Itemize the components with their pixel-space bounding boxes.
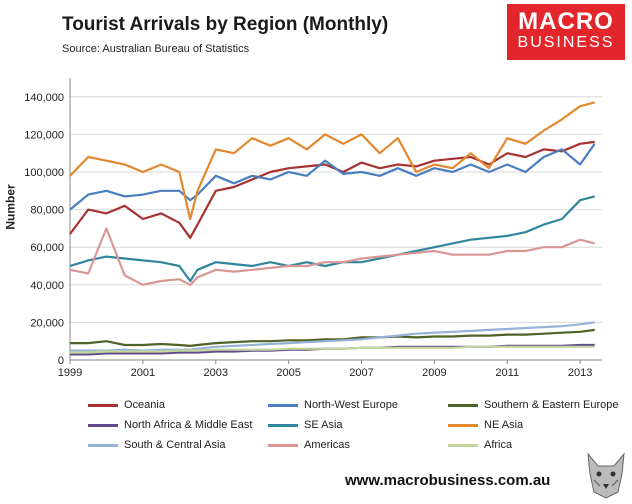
- x-tick-label: 2005: [276, 367, 300, 379]
- y-tick-label: 20,000: [30, 317, 64, 329]
- legend-label: SE Asia: [304, 419, 343, 431]
- legend-label: Americas: [304, 439, 350, 451]
- series-line-southern-eastern-europe: [70, 328, 595, 347]
- legend-swatch: [268, 423, 298, 427]
- legend-swatch: [268, 443, 298, 447]
- legend-swatch: [448, 423, 478, 427]
- legend-label: South & Central Asia: [124, 439, 226, 451]
- legend-item: Oceania: [88, 399, 165, 411]
- y-tick-label: 80,000: [30, 205, 64, 217]
- y-tick-label: 100,000: [24, 167, 64, 179]
- chart-area: 0 20,000 40,000 60,000 80,000 100,000 120,000 1…: [0, 70, 632, 400]
- series-line-ne-asia: [69, 101, 595, 221]
- y-tick-label: 40,000: [30, 280, 64, 292]
- x-tick-label: 2007: [349, 367, 373, 379]
- x-tick-label: 1999: [58, 367, 82, 379]
- legend-item: South & Central Asia: [88, 439, 226, 451]
- x-tick-label: 2003: [204, 367, 228, 379]
- legend-swatch: [88, 443, 118, 447]
- x-tick-label: 2001: [131, 367, 155, 379]
- y-tick-label: 140,000: [24, 92, 64, 104]
- legend-label: North Africa & Middle East: [124, 419, 253, 431]
- legend-swatch: [268, 403, 298, 407]
- y-axis-label: Number: [3, 184, 18, 230]
- legend-label: NE Asia: [484, 419, 524, 431]
- footer-url[interactable]: www.macrobusiness.com.au: [345, 472, 551, 489]
- y-tick-label: 120,000: [24, 129, 64, 141]
- legend-swatch: [88, 423, 118, 427]
- legend-item: Americas: [268, 439, 350, 451]
- legend-item: SE Asia: [268, 419, 343, 431]
- logo-line-2: BUSINESS: [517, 34, 615, 51]
- legend-label: Oceania: [124, 399, 165, 411]
- legend-item: North-West Europe: [268, 399, 398, 411]
- legend-swatch: [448, 443, 478, 447]
- legend-item: Southern & Eastern Europe: [448, 399, 619, 411]
- legend: Oceania North-West Europe Southern & Easte…: [88, 399, 628, 461]
- chart-title: Tourist Arrivals by Region (Monthly): [62, 14, 389, 35]
- logo-line-1: MACRO: [518, 8, 614, 35]
- wolf-icon: [587, 452, 625, 499]
- legend-label: Southern & Eastern Europe: [484, 399, 619, 411]
- legend-label: North-West Europe: [304, 399, 398, 411]
- x-tick-label: 2009: [422, 367, 446, 379]
- legend-item: North Africa & Middle East: [88, 419, 252, 431]
- legend-item: Africa: [448, 439, 512, 451]
- line-chart: 0 20,000 40,000 60,000 80,000 100,000 120,000 1…: [24, 78, 602, 379]
- x-tick-label: 2011: [495, 367, 519, 379]
- legend-swatch: [88, 403, 118, 407]
- series-line-oceania: [69, 140, 595, 239]
- series-line-africa: [70, 345, 595, 354]
- series-line-americas: [69, 227, 595, 286]
- series-line-se-asia: [69, 195, 595, 283]
- x-tick-label: 2013: [568, 367, 592, 379]
- series-line-north-west-europe: [69, 143, 596, 211]
- y-tick-label: 60,000: [30, 242, 64, 254]
- macrobusiness-logo: MACRO BUSINESS: [507, 4, 625, 60]
- legend-swatch: [448, 403, 478, 407]
- chart-subtitle: Source: Australian Bureau of Statistics: [62, 43, 250, 55]
- y-tick-label: 0: [58, 355, 64, 367]
- legend-item: NE Asia: [448, 419, 523, 431]
- legend-label: Africa: [484, 439, 513, 451]
- series-line-south-central-asia: [70, 321, 595, 352]
